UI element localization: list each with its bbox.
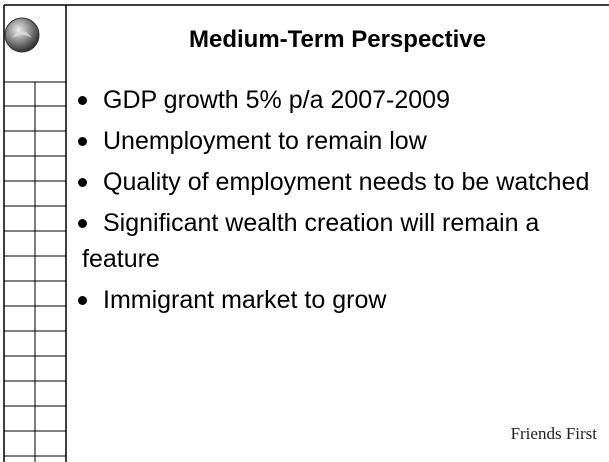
bullet-text: Unemployment to remain low [103, 127, 427, 155]
bullet-item: Significant wealth creation will remain … [78, 205, 594, 277]
bullet-dot [78, 96, 87, 105]
bullet-item: Quality of employment needs to be watche… [78, 164, 594, 200]
bullet-dot [78, 219, 87, 228]
bullet-text: Significant wealth creation will remain … [82, 209, 540, 273]
slide-title: Medium-Term Perspective [189, 26, 486, 53]
bullet-text: Immigrant market to grow [103, 286, 387, 314]
bullet-text: Quality of employment needs to be watche… [103, 168, 590, 196]
bullet-list: GDP growth 5% p/a 2007-2009 Unemployment … [78, 82, 594, 323]
bullet-dot [78, 296, 87, 305]
bullet-item: GDP growth 5% p/a 2007-2009 [78, 82, 594, 118]
bullet-item: Unemployment to remain low [78, 123, 594, 159]
brand-logo: Friends First [510, 424, 597, 443]
bullet-dot [78, 137, 87, 146]
bullet-dot [78, 178, 87, 187]
bullet-text: GDP growth 5% p/a 2007-2009 [103, 86, 450, 114]
bullet-item: Immigrant market to grow [78, 282, 594, 318]
